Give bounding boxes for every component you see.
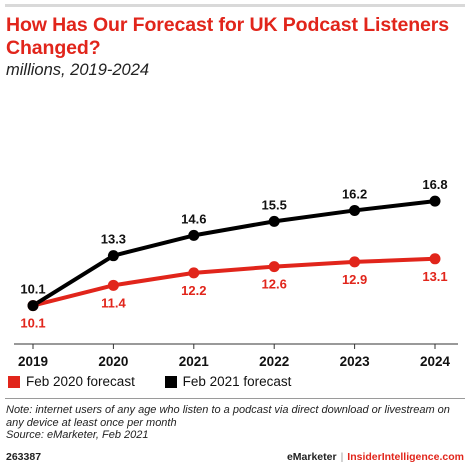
data-label-feb-2020-2020: 11.4 [101,295,126,310]
data-label-feb-2021-2019: 10.1 [20,282,45,297]
note-line-2: any device at least once per month [6,416,177,429]
data-label-feb-2021-2021: 14.6 [181,211,206,226]
line-chart: 2019 2020 2021 2022 2023 2024 10.1 11.4 12.2 12.6… [14,177,458,369]
chart-title: How Has Our Forecast for UK Podcast List… [6,14,450,59]
legend-swatch-feb-2021 [164,375,177,388]
chart-note: Note: internet users of any age who list… [6,404,466,442]
data-point-feb-2020-2024 [429,253,441,265]
data-point-feb-2020-2023 [349,256,361,268]
footer-brand: eMarketer | InsiderIntelligence.com [287,451,464,463]
footer-separator: | [340,451,344,463]
x-tick-label-2019: 2019 [18,354,48,369]
chart-id: 263387 [6,451,42,463]
data-point-feb-2020-2021 [188,267,200,279]
legend-label-feb-2020: Feb 2020 forecast [26,374,135,389]
x-tick-label-2023: 2023 [340,354,371,369]
insider-intelligence-link[interactable]: InsiderIntelligence.com [347,451,464,463]
x-tick-label-2021: 2021 [179,354,210,369]
data-label-feb-2021-2022: 15.5 [262,197,287,212]
legend-swatch-feb-2020 [8,375,20,388]
data-label-feb-2021-2020: 13.3 [101,232,126,247]
data-point-feb-2021-2022 [268,215,280,227]
data-label-feb-2020-2021: 12.2 [181,283,206,298]
legend-item-feb-2021: Feb 2021 forecast [164,374,292,389]
data-label-feb-2020-2019: 10.1 [20,316,45,331]
legend: Feb 2020 forecast Feb 2021 forecast [8,374,317,391]
data-label-feb-2021-2024: 16.8 [422,177,447,192]
series-line-feb-2021 [31,199,437,308]
data-point-feb-2020-2022 [268,261,280,273]
x-tick-label-2020: 2020 [98,354,128,369]
data-point-feb-2021-2024 [429,195,441,207]
data-label-feb-2020-2024: 13.1 [422,269,447,284]
data-point-feb-2020-2020 [107,279,119,291]
data-label-feb-2020-2022: 12.6 [262,277,287,292]
note-line-1: Note: internet users of any age who list… [6,404,450,416]
legend-label-feb-2021: Feb 2021 forecast [182,374,292,389]
note-divider [5,398,465,399]
data-label-feb-2021-2023: 16.2 [342,186,367,201]
top-rule [5,4,465,7]
series-line-feb-2020 [31,256,437,308]
source-line: Source: eMarketer, Feb 2021 [6,429,149,441]
data-point-feb-2021-2019 [27,300,39,312]
data-point-feb-2021-2023 [349,204,361,216]
data-point-feb-2021-2021 [188,229,200,241]
legend-item-feb-2020: Feb 2020 forecast [8,374,135,389]
x-tick-label-2022: 2022 [259,354,289,369]
emarketer-brand: eMarketer [286,451,337,463]
data-label-feb-2020-2023: 12.9 [342,272,367,287]
x-tick-label-2024: 2024 [420,354,451,369]
data-point-feb-2021-2020 [107,250,119,262]
chart-subtitle: millions, 2019-2024 [6,61,150,79]
